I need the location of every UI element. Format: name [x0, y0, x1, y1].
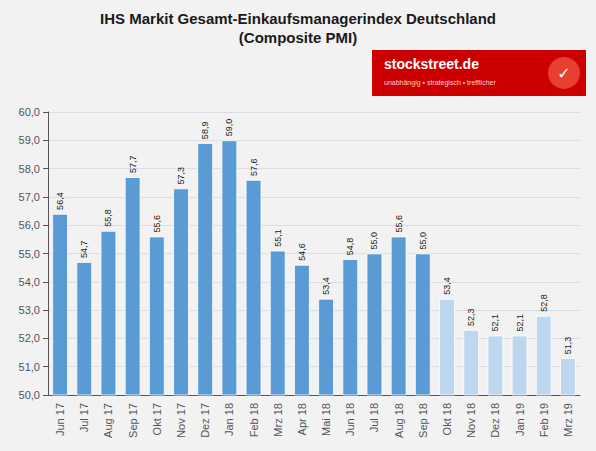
svg-text:Apr 18: Apr 18 [296, 403, 308, 435]
svg-text:52,1: 52,1 [490, 314, 500, 332]
svg-text:59,0: 59,0 [19, 134, 40, 146]
svg-text:Jun 18: Jun 18 [344, 403, 356, 436]
svg-text:54,8: 54,8 [345, 238, 355, 256]
svg-text:56,0: 56,0 [19, 219, 40, 231]
svg-text:Nov 17: Nov 17 [175, 403, 187, 438]
svg-text:Sep 18: Sep 18 [417, 403, 429, 438]
svg-text:55,0: 55,0 [418, 232, 428, 250]
svg-text:stockstreet.de: stockstreet.de [384, 56, 479, 72]
svg-text:55,1: 55,1 [273, 229, 283, 247]
svg-text:Mrz 18: Mrz 18 [272, 403, 284, 437]
svg-text:58,9: 58,9 [200, 122, 210, 140]
svg-text:53,0: 53,0 [19, 304, 40, 316]
svg-text:54,0: 54,0 [19, 276, 40, 288]
svg-text:Mrz 19: Mrz 19 [562, 403, 574, 437]
svg-text:55,0: 55,0 [19, 248, 40, 260]
svg-text:Aug 18: Aug 18 [393, 403, 405, 438]
svg-text:Jun 17: Jun 17 [54, 403, 66, 436]
svg-text:Nov 18: Nov 18 [465, 403, 477, 438]
svg-text:Jul 18: Jul 18 [368, 403, 380, 432]
svg-text:Feb 19: Feb 19 [538, 403, 550, 437]
svg-text:52,0: 52,0 [19, 332, 40, 344]
svg-text:Dez 18: Dez 18 [489, 403, 501, 438]
svg-text:Okt 17: Okt 17 [151, 403, 163, 435]
svg-text:Jan 19: Jan 19 [514, 403, 526, 436]
svg-text:56,4: 56,4 [55, 192, 65, 210]
svg-text:59,0: 59,0 [224, 119, 234, 137]
svg-text:55,6: 55,6 [394, 215, 404, 233]
svg-text:53,4: 53,4 [321, 277, 331, 295]
svg-text:(Composite PMI): (Composite PMI) [239, 29, 357, 46]
svg-text:IHS Markit Gesamt-Einkaufsmana: IHS Markit Gesamt-Einkaufsmanagerindex D… [100, 10, 496, 27]
svg-text:Feb 18: Feb 18 [248, 403, 260, 437]
svg-text:✓: ✓ [557, 64, 570, 83]
svg-text:57,0: 57,0 [19, 191, 40, 203]
svg-text:57,7: 57,7 [128, 156, 138, 174]
svg-text:Jul 17: Jul 17 [78, 403, 90, 432]
svg-text:Okt 18: Okt 18 [441, 403, 453, 435]
svg-text:Sep 17: Sep 17 [127, 403, 139, 438]
svg-text:Mai 18: Mai 18 [320, 403, 332, 436]
svg-text:Aug 17: Aug 17 [102, 403, 114, 438]
svg-text:52,1: 52,1 [515, 314, 525, 332]
svg-text:52,3: 52,3 [466, 308, 476, 326]
svg-text:60,0: 60,0 [19, 106, 40, 118]
svg-text:Dez 17: Dez 17 [199, 403, 211, 438]
svg-text:57,6: 57,6 [249, 158, 259, 176]
svg-text:52,8: 52,8 [539, 294, 549, 312]
svg-text:unabhängig • strategisch • tre: unabhängig • strategisch • trefflicher [384, 79, 496, 87]
svg-text:57,3: 57,3 [176, 167, 186, 185]
svg-text:53,4: 53,4 [442, 277, 452, 295]
svg-text:54,6: 54,6 [297, 243, 307, 261]
svg-text:51,3: 51,3 [563, 337, 573, 355]
svg-text:55,6: 55,6 [152, 215, 162, 233]
svg-text:Jan 18: Jan 18 [223, 403, 235, 436]
svg-text:54,7: 54,7 [79, 240, 89, 258]
svg-text:50,0: 50,0 [19, 389, 40, 401]
svg-text:58,0: 58,0 [19, 163, 40, 175]
svg-text:51,0: 51,0 [19, 361, 40, 373]
svg-text:55,0: 55,0 [369, 232, 379, 250]
svg-text:55,8: 55,8 [103, 209, 113, 227]
